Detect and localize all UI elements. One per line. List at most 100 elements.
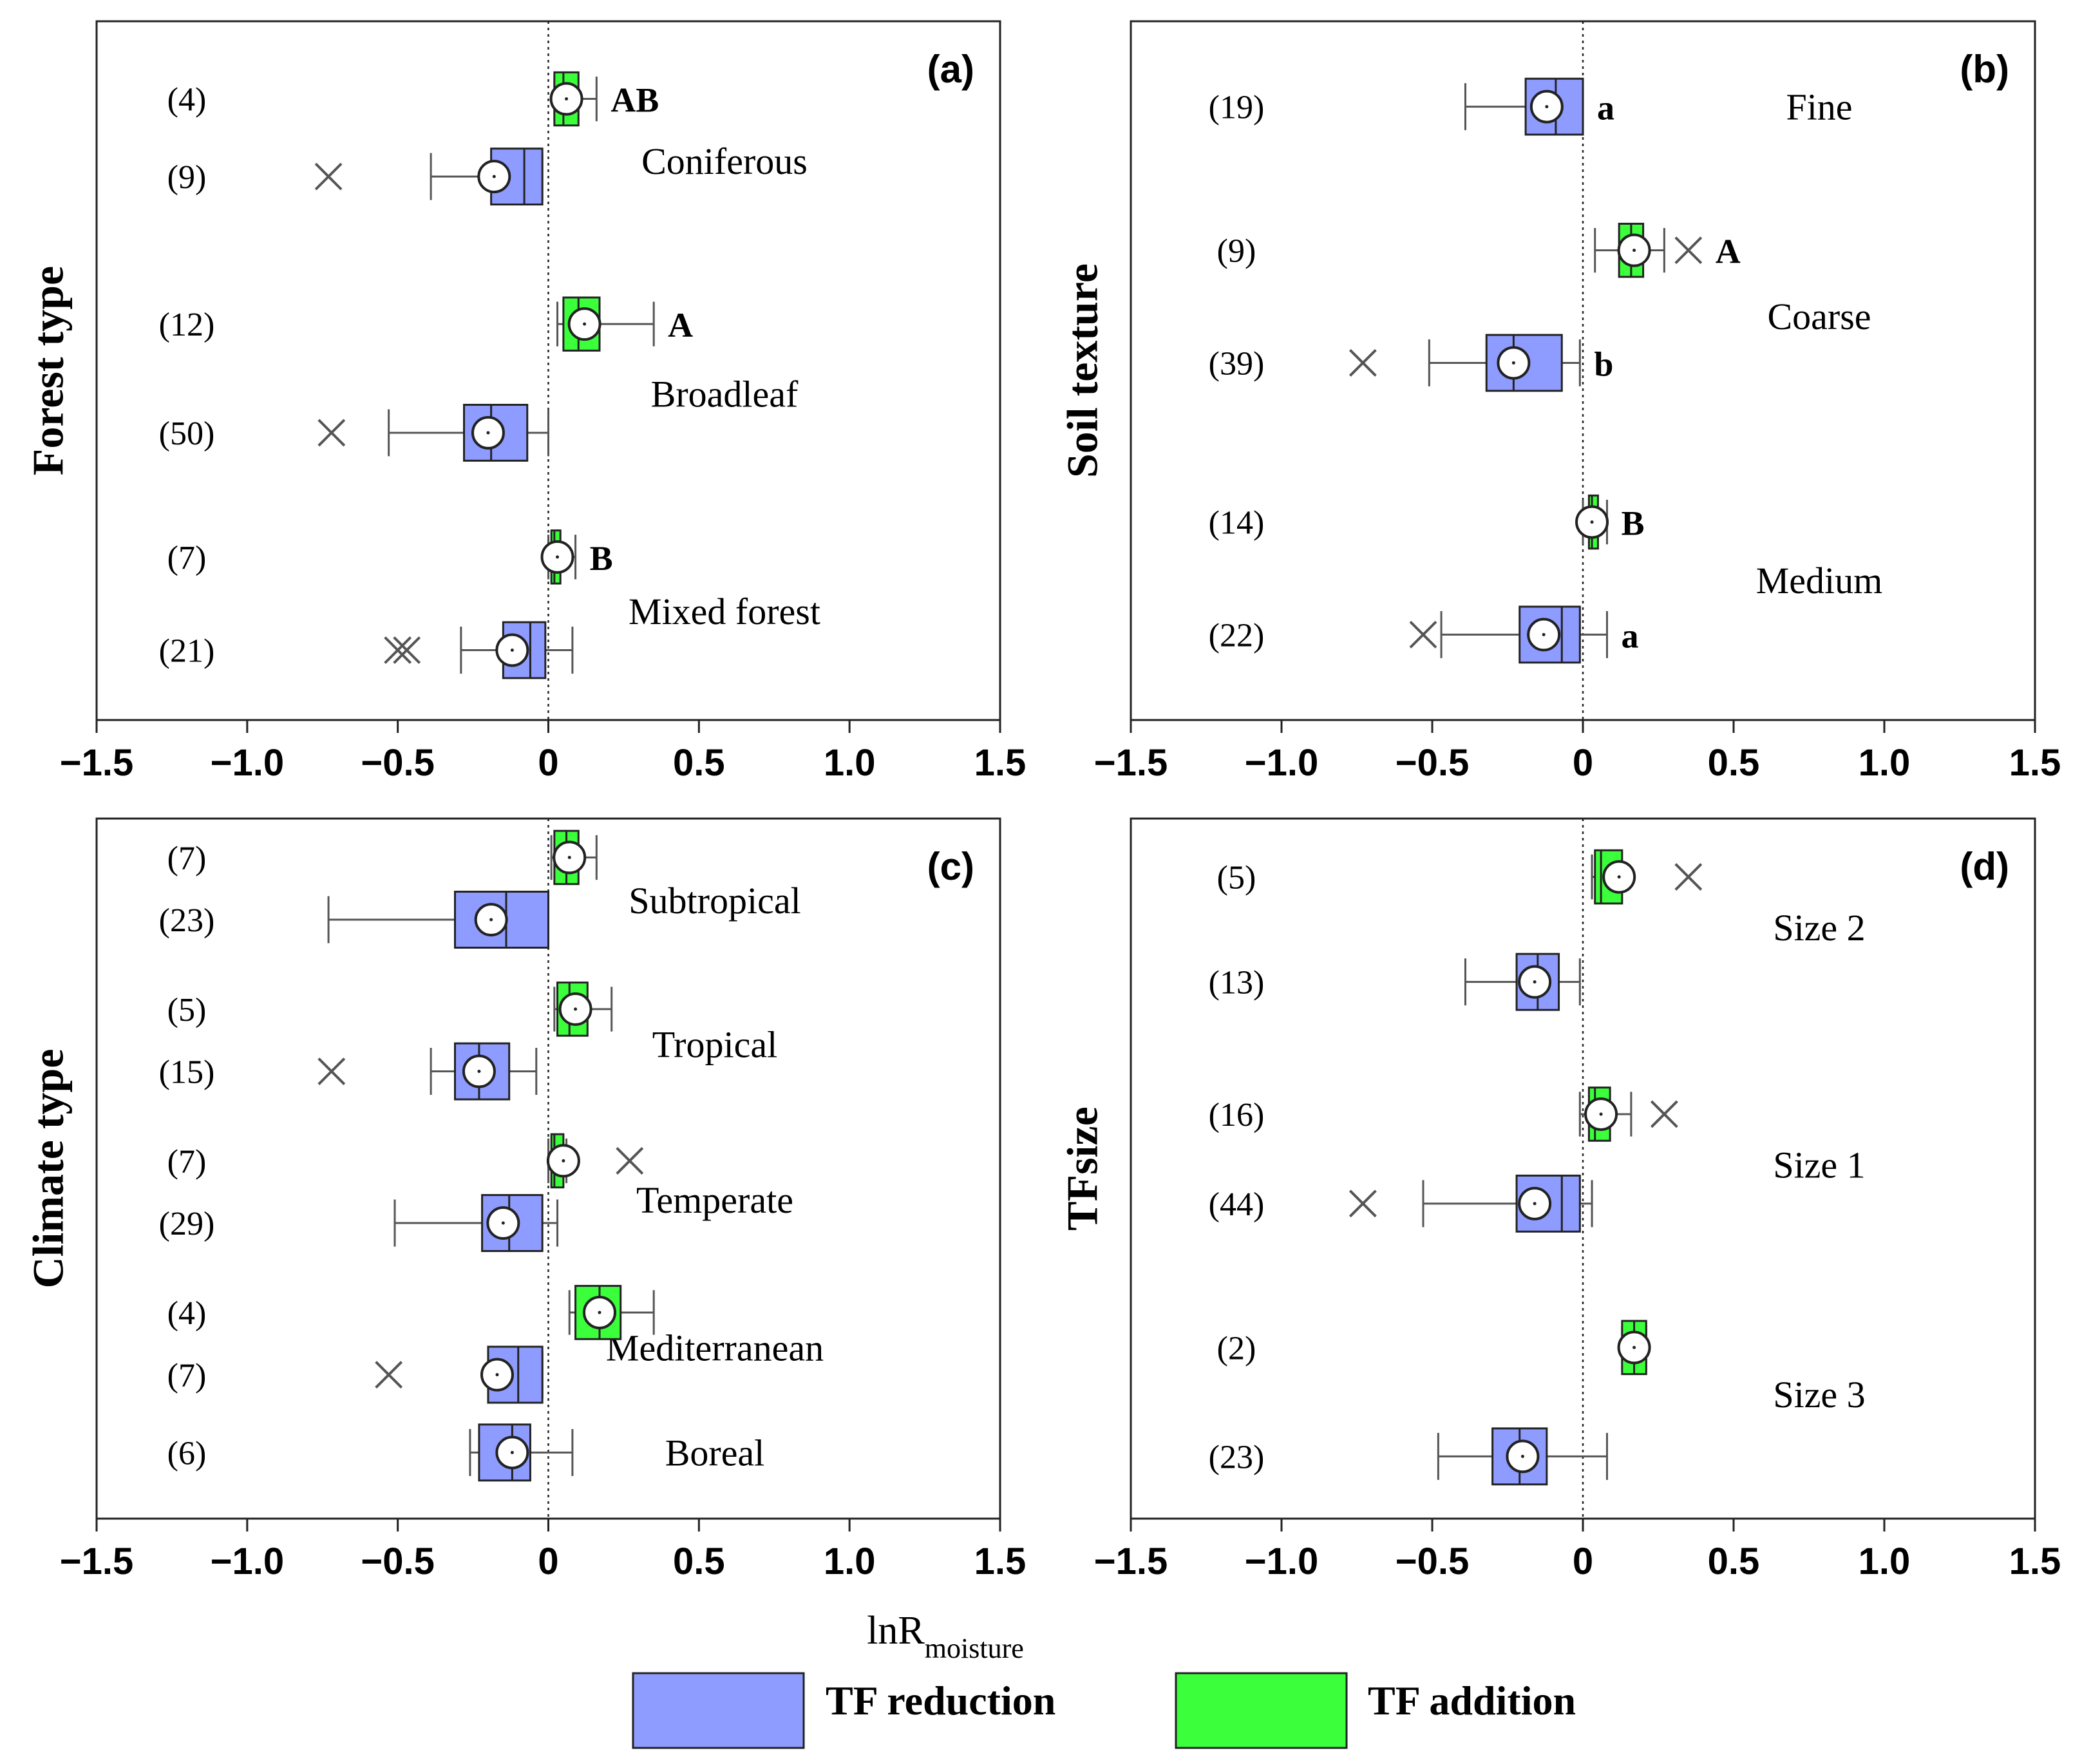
sample-size-label: (29) bbox=[159, 1206, 215, 1242]
sample-size-label: (14) bbox=[1209, 505, 1265, 542]
outlier-marker bbox=[1674, 863, 1703, 891]
box-addition: (7) B bbox=[167, 529, 613, 585]
y-axis-label: Climate type bbox=[24, 1048, 73, 1288]
mean-dot bbox=[565, 97, 569, 101]
box-addition: (7) bbox=[167, 830, 598, 886]
x-axis-label: lnRmoisture bbox=[867, 1609, 1024, 1664]
sample-size-label: (23) bbox=[159, 902, 215, 939]
sample-size-label: (13) bbox=[1209, 965, 1265, 1001]
sample-size-label: (50) bbox=[159, 415, 215, 452]
box-reduction: (22) a bbox=[1209, 605, 1638, 664]
outlier-marker bbox=[1650, 1100, 1678, 1128]
outlier-marker bbox=[1409, 620, 1437, 649]
box-reduction: (39) b bbox=[1209, 334, 1613, 392]
mean-dot bbox=[486, 431, 490, 435]
mean-dot bbox=[1590, 520, 1594, 524]
sample-size-label: (23) bbox=[1209, 1439, 1265, 1475]
sample-size-label: (7) bbox=[167, 840, 207, 877]
mean-dot bbox=[1617, 875, 1621, 879]
significance-letter: a bbox=[1621, 616, 1638, 655]
sample-size-label: (12) bbox=[159, 307, 215, 343]
outlier-marker bbox=[317, 1057, 346, 1085]
x-tick-label: 0 bbox=[1573, 1541, 1593, 1582]
mean-dot bbox=[1533, 980, 1537, 984]
legend: TF reduction TF addition bbox=[632, 1672, 1576, 1749]
box-reduction: (13) bbox=[1209, 953, 1581, 1011]
sample-size-label: (39) bbox=[1209, 345, 1265, 382]
sample-size-label: (7) bbox=[167, 1143, 207, 1180]
x-tick-label: 0 bbox=[538, 1541, 558, 1582]
x-tick-label: 1.5 bbox=[974, 742, 1027, 784]
box-reduction: (19) a bbox=[1209, 77, 1614, 136]
sample-size-label: (44) bbox=[1209, 1186, 1265, 1223]
mean-dot bbox=[574, 1007, 578, 1011]
sample-size-label: (21) bbox=[159, 633, 215, 670]
group-label: Broadleaf bbox=[651, 374, 799, 415]
outlier-marker bbox=[616, 1147, 644, 1175]
box-addition: (5) bbox=[1217, 849, 1703, 905]
sample-size-label: (19) bbox=[1209, 90, 1265, 126]
outlier-marker bbox=[1349, 349, 1377, 377]
x-axis-label-main: lnR bbox=[867, 1609, 925, 1653]
panel-label: (b) bbox=[1960, 48, 2009, 91]
outlier-marker bbox=[314, 162, 343, 191]
sample-size-label: (15) bbox=[159, 1054, 215, 1091]
panel-label: (c) bbox=[927, 845, 974, 888]
outlier-marker bbox=[1349, 1190, 1377, 1218]
mean-dot bbox=[1511, 361, 1515, 365]
box-reduction: (44) bbox=[1209, 1174, 1593, 1233]
group-label: Mediterranean bbox=[606, 1327, 824, 1369]
panel-b: −1.5 −1.0 −0.5 0 0.5 1.0 1.5 (b) Soil texture Fin… bbox=[1058, 20, 2061, 784]
box-reduction: (21) bbox=[159, 621, 574, 679]
x-tick-label: 1.5 bbox=[974, 1541, 1027, 1582]
mean-dot bbox=[598, 1311, 601, 1314]
box-reduction: (23) bbox=[1209, 1427, 1608, 1486]
group-label: Size 1 bbox=[1773, 1144, 1865, 1186]
sample-size-label: (6) bbox=[167, 1435, 207, 1472]
box-addition: (9) A bbox=[1217, 222, 1741, 278]
sample-size-label: (9) bbox=[1217, 233, 1256, 270]
y-axis-label: Soil texture bbox=[1058, 263, 1107, 478]
x-tick-label: −0.5 bbox=[361, 742, 435, 784]
group-label: Coarse bbox=[1767, 296, 1871, 337]
box-addition: (2) bbox=[1217, 1320, 1651, 1376]
outlier-marker bbox=[317, 419, 346, 447]
y-axis-label: Forest type bbox=[24, 266, 73, 475]
group-label: Boreal bbox=[665, 1432, 765, 1474]
significance-letter: AB bbox=[610, 81, 659, 120]
significance-letter: B bbox=[590, 539, 613, 578]
box-reduction: (15) bbox=[159, 1042, 538, 1101]
significance-letter: b bbox=[1594, 345, 1613, 383]
mean-dot bbox=[501, 1221, 505, 1225]
mean-dot bbox=[562, 1159, 565, 1162]
group-label: Fine bbox=[1786, 86, 1852, 128]
mean-dot bbox=[1545, 105, 1549, 109]
box-addition: (12) A bbox=[159, 296, 693, 352]
mean-dot bbox=[1599, 1112, 1603, 1116]
panel-label: (d) bbox=[1960, 845, 2009, 888]
mean-dot bbox=[1542, 632, 1546, 636]
x-tick-label: −1.5 bbox=[1094, 742, 1168, 784]
box-addition: (7) bbox=[167, 1133, 644, 1189]
panel-d: −1.5 −1.0 −0.5 0 0.5 1.0 1.5 (d) TFsize Size 2 (5)… bbox=[1058, 817, 2061, 1582]
mean-dot bbox=[492, 175, 496, 178]
outlier-marker bbox=[384, 636, 412, 664]
sample-size-label: (16) bbox=[1209, 1097, 1265, 1133]
x-tick-label: 1.0 bbox=[1859, 742, 1911, 784]
y-axis-label: TFsize bbox=[1058, 1106, 1107, 1231]
mean-dot bbox=[1520, 1454, 1524, 1458]
x-tick-label: 1.0 bbox=[824, 742, 876, 784]
box-addition: (5) bbox=[167, 982, 613, 1037]
x-tick-label: −0.5 bbox=[1396, 742, 1470, 784]
significance-letter: A bbox=[668, 306, 693, 345]
x-tick-label: −1.0 bbox=[1245, 742, 1319, 784]
x-tick-label: −0.5 bbox=[361, 1541, 435, 1582]
legend-swatch-reduction bbox=[632, 1672, 805, 1749]
group-label: Temperate bbox=[636, 1179, 793, 1221]
sample-size-label: (7) bbox=[167, 1358, 207, 1394]
mean-dot bbox=[1632, 249, 1636, 252]
x-tick-label: 1.5 bbox=[2009, 742, 2061, 784]
x-tick-label: 1.0 bbox=[1859, 1541, 1911, 1582]
panel-c: −1.5 −1.0 −0.5 0 0.5 1.0 1.5 (c) Climate type Sub… bbox=[24, 817, 1027, 1582]
mean-dot bbox=[1533, 1202, 1537, 1206]
